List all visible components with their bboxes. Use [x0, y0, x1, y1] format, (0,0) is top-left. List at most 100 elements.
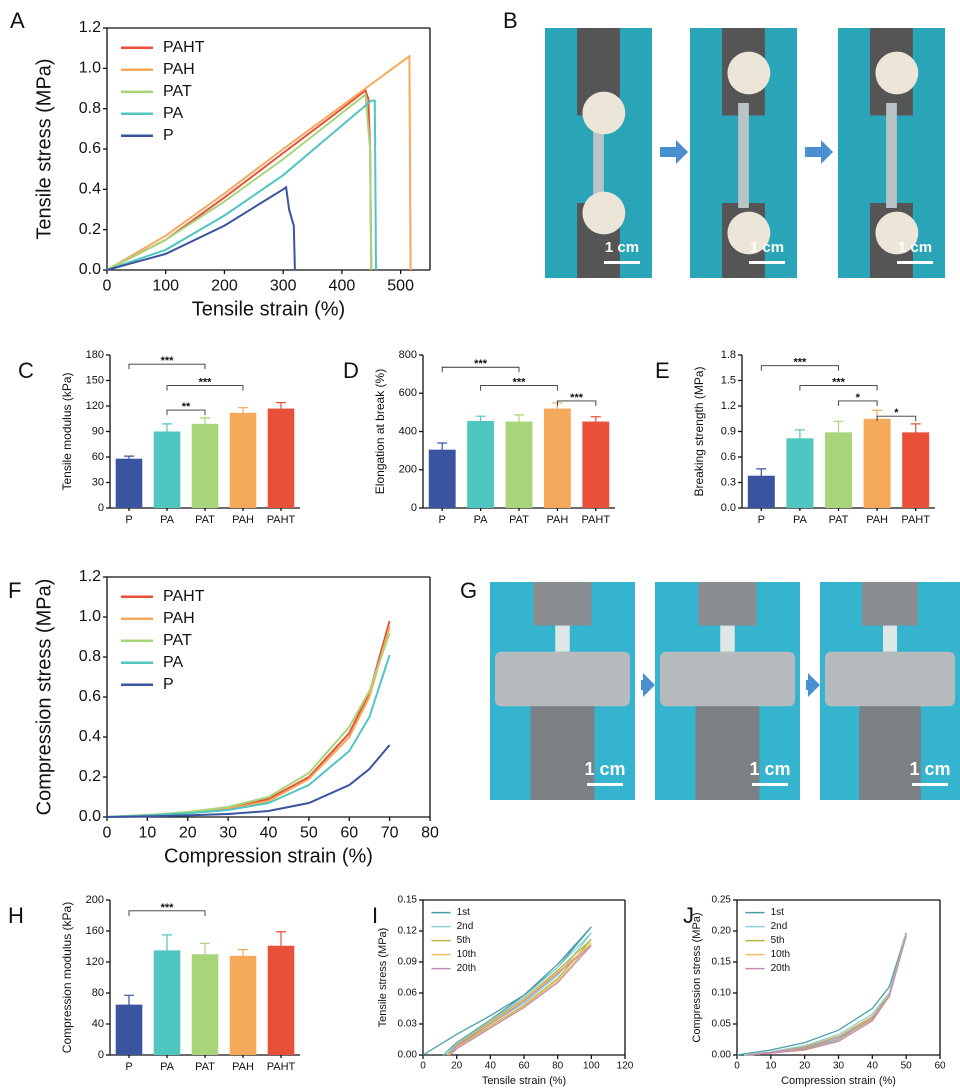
y-tick-label: 0.20: [712, 926, 732, 937]
y-tick-label: 200: [399, 464, 417, 476]
y-axis-title: Tensile stress (MPa): [33, 58, 55, 239]
y-tick-label: 0.10: [712, 988, 732, 999]
arrow: [805, 140, 833, 164]
error-bar: [833, 420, 844, 444]
x-tick-label: 50: [300, 825, 318, 842]
y-tick-label: 1.5: [721, 374, 736, 386]
series-line: [106, 744, 391, 818]
panel-label: D: [343, 358, 359, 383]
significance-bracket: [799, 385, 878, 391]
scale-label: 1 cm: [909, 759, 950, 779]
error-bar: [200, 942, 210, 966]
scale-label: 1 cm: [749, 759, 790, 779]
y-tick-label: 400: [399, 425, 417, 437]
legend-label: 20th: [771, 963, 790, 974]
legend-label: 2nd: [771, 921, 788, 932]
bar: [191, 423, 219, 508]
y-tick-label: 0.05: [712, 1019, 732, 1030]
y-tick-label: 0: [98, 1049, 104, 1061]
knob: [875, 51, 919, 95]
x-tick-label: 70: [381, 825, 399, 842]
bar: [786, 438, 814, 508]
legend-label: 20th: [457, 963, 476, 974]
y-tick-label: 0.3: [721, 476, 736, 488]
x-tick-label: 40: [485, 1061, 497, 1072]
x-tick-label: PAT: [509, 514, 529, 526]
x-tick-label: 80: [552, 1061, 564, 1072]
y-tick-label: 0: [98, 502, 104, 514]
bar: [191, 954, 219, 1055]
y-tick-label: 0.0: [721, 502, 736, 514]
x-axis-title: Compression strain (%): [164, 846, 373, 868]
significance-label: ***: [832, 377, 846, 389]
error-bar: [162, 423, 172, 440]
rod: [862, 582, 918, 626]
y-tick-label: 160: [86, 925, 104, 937]
series-line: [449, 944, 592, 1056]
significance-bracket: [166, 385, 244, 391]
series-line: [446, 938, 592, 1056]
legend-label: PAH: [163, 61, 195, 78]
y-tick-label: 0.15: [712, 957, 732, 968]
bar: [115, 458, 143, 508]
arrow: [641, 673, 655, 697]
y-axis-title: Tensile stress (MPa): [377, 928, 389, 1028]
significance-bracket: [838, 400, 878, 406]
panel-label: A: [10, 8, 25, 33]
bar: [229, 955, 257, 1055]
y-tick-label: 1.2: [79, 568, 101, 585]
x-tick-label: PAHT: [582, 514, 611, 526]
knob: [875, 211, 919, 255]
y-axis-title: Compression stress (MPa): [33, 579, 55, 816]
panel-label: J: [683, 903, 694, 928]
significance-label: ***: [793, 357, 807, 369]
x-axis-title: Tensile strain (%): [192, 299, 345, 321]
scale-bar: [752, 783, 788, 786]
y-tick-label: 0: [411, 502, 417, 514]
x-tick-label: PAH: [866, 514, 888, 526]
y-tick-label: 1.8: [721, 349, 736, 361]
legend-label: 5th: [457, 935, 471, 946]
y-tick-label: 0.6: [721, 451, 736, 463]
scale-bar: [912, 783, 948, 786]
error-bar: [162, 934, 172, 967]
series-line: [106, 99, 377, 271]
error-bar: [200, 417, 210, 431]
y-tick-label: 0.6: [79, 688, 101, 705]
y-tick-label: 0.4: [79, 181, 101, 198]
x-tick-label: 60: [340, 825, 358, 842]
knob: [727, 211, 771, 255]
panel-label: B: [503, 8, 518, 33]
legend-label: PAT: [163, 83, 192, 100]
legend-label: PA: [163, 105, 183, 122]
significance-label: *: [856, 392, 861, 404]
bar: [582, 421, 610, 508]
bar: [505, 421, 533, 508]
error-bar: [124, 455, 134, 462]
y-tick-label: 0.00: [398, 1050, 418, 1061]
bar: [902, 432, 930, 508]
specimen: [883, 625, 897, 652]
panel-label: E: [655, 358, 670, 383]
significance-label: ***: [570, 392, 584, 404]
significance-bracket: [876, 415, 917, 422]
x-tick-label: 30: [833, 1061, 845, 1072]
scale-label: 1 cm: [584, 759, 625, 779]
specimen: [555, 625, 570, 652]
error-bar: [238, 949, 248, 963]
scale-label: 1 cm: [605, 239, 639, 256]
x-tick-label: P: [125, 1061, 132, 1073]
legend-label: 10th: [771, 949, 790, 960]
y-tick-label: 90: [92, 425, 104, 437]
series-line: [106, 185, 296, 271]
significance-bracket: [480, 385, 558, 391]
knob: [582, 91, 626, 135]
x-tick-label: PA: [793, 514, 808, 526]
x-tick-label: 400: [329, 278, 356, 295]
series-line: [106, 92, 373, 271]
x-tick-label: 100: [583, 1061, 600, 1072]
legend-label: 1st: [457, 907, 471, 918]
y-tick-label: 0.9: [721, 425, 736, 437]
bar: [153, 431, 181, 508]
rod: [698, 582, 757, 626]
